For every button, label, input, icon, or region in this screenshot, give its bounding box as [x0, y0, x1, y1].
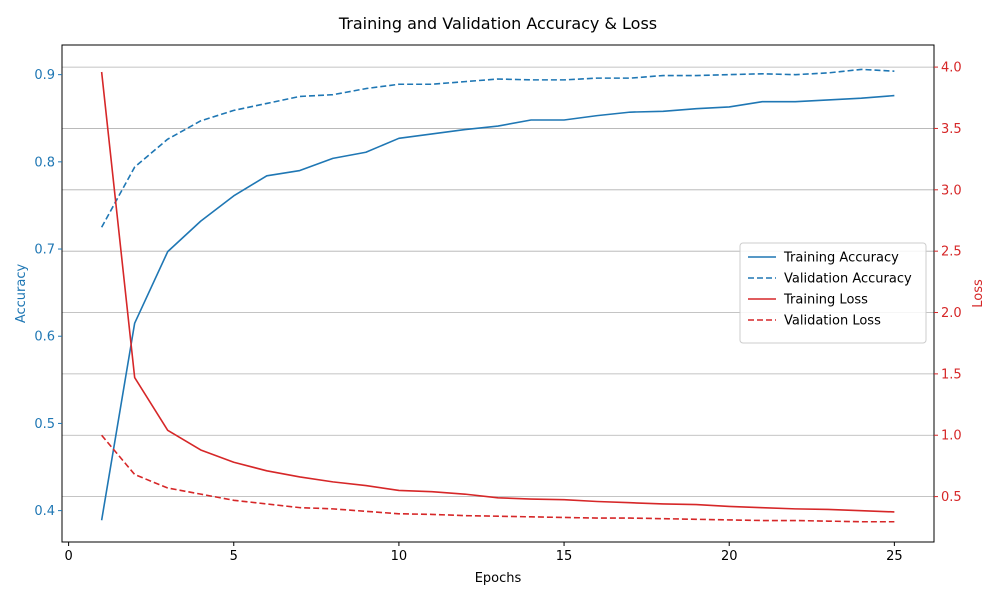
legend: Training Accuracy Validation Accuracy Trai…: [739, 242, 927, 344]
y-tick-label-left: 0.5: [34, 417, 55, 432]
chart-title: Training and Validation Accuracy & Loss: [338, 14, 657, 33]
legend-label-training-loss: Training Loss: [783, 293, 868, 308]
legend-label-training-accuracy: Training Accuracy: [783, 251, 899, 266]
x-tick-label: 10: [391, 549, 408, 564]
legend-box: [739, 242, 927, 344]
series-line-validation-loss: [101, 434, 895, 523]
y-tick-label-right: 1.0: [941, 429, 962, 444]
y-tick-label-right: 4.0: [941, 61, 962, 76]
y-axis-title-right: Loss: [971, 279, 986, 308]
x-tick-label: 5: [230, 549, 238, 564]
y-tick-label-right: 2.5: [941, 245, 962, 260]
plot-frame: [61, 44, 935, 543]
y-tick-label-left: 0.6: [34, 330, 55, 345]
x-tick-label: 20: [721, 549, 738, 564]
y-tick-label-left: 0.4: [34, 504, 55, 519]
x-tick-label: 25: [886, 549, 903, 564]
series-line-training-accuracy: [100, 94, 895, 521]
y-tick-label-left: 0.8: [34, 155, 55, 170]
y-tick-label-right: 3.5: [941, 122, 962, 137]
y-tick-label-left: 0.9: [34, 68, 55, 83]
legend-label-validation-accuracy: Validation Accuracy: [784, 272, 912, 287]
legend-label-validation-loss: Validation Loss: [784, 314, 881, 329]
y-tick-label-right: 1.5: [941, 367, 962, 382]
series-line-validation-accuracy: [100, 68, 895, 228]
y-tick-label-right: 2.0: [941, 306, 962, 321]
axes-layer: 0 5 10 15 20 25 0.4 0.5 0.6 0.7 0.8 0.9 0.5 1.0 1.5 2.0…: [34, 61, 961, 564]
x-tick-label: 15: [556, 549, 573, 564]
series-line-training-loss: [100, 71, 895, 513]
series-layer: [100, 68, 895, 523]
x-axis-title: Epochs: [475, 571, 522, 586]
y-tick-label-left: 0.7: [34, 243, 55, 258]
y-tick-label-right: 3.0: [941, 183, 962, 198]
x-tick-label: 0: [64, 549, 72, 564]
y-axis-title-left: Accuracy: [14, 264, 29, 324]
grid-layer: [62, 66, 934, 497]
y-tick-label-right: 0.5: [941, 490, 962, 505]
